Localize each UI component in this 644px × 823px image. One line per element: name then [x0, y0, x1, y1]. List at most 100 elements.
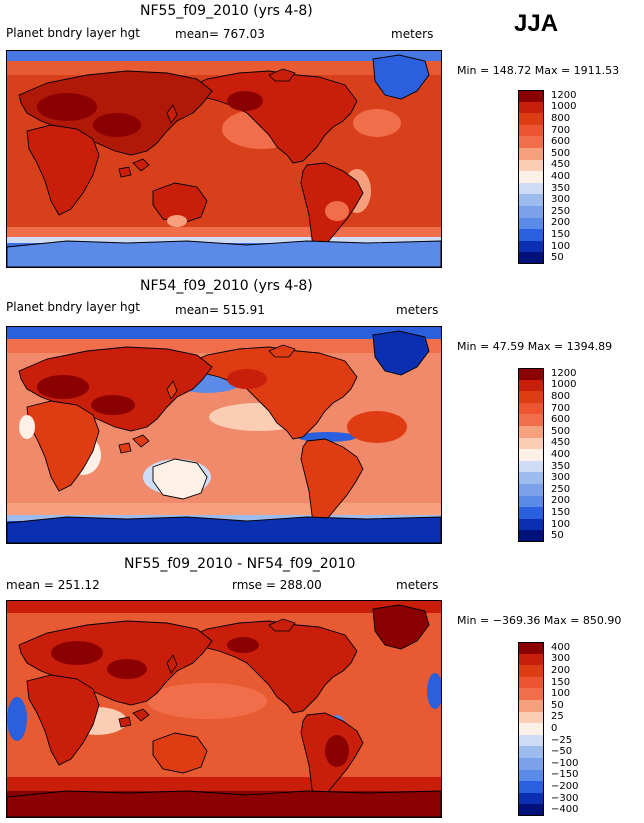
colorbar-tick-label: 150: [551, 229, 571, 240]
land-an: [7, 240, 441, 267]
colorbar-tick-label: 200: [551, 217, 571, 229]
island: [268, 344, 296, 358]
latitude-band: [7, 51, 441, 61]
colorbar-swatch: [518, 391, 544, 404]
colorbar-swatch: [518, 460, 544, 473]
colorbar-tick-label: 1000: [551, 379, 577, 391]
panel-1-minmax: Min = 148.72 Max = 1911.53: [457, 64, 620, 77]
colorbar-tick-label: −400: [551, 804, 579, 816]
land-hotspot: [51, 641, 103, 665]
colorbar-tick-label: 300: [551, 472, 571, 484]
land-au: [152, 458, 208, 500]
panel-1-variable: Planet bndry layer hgt: [6, 26, 140, 40]
panel-1-units: meters: [391, 27, 434, 41]
colorbar-tick-label: 350: [551, 460, 571, 472]
land-hotspot: [227, 91, 263, 111]
panel-3-mean: mean = 251.12: [6, 578, 100, 592]
colorbar-swatch: [518, 402, 544, 415]
colorbar-tick-label: 350: [551, 182, 571, 194]
land-hotspot: [167, 215, 187, 227]
colorbar-swatch: [518, 495, 544, 508]
colorbar-swatch: [518, 379, 544, 392]
island: [132, 434, 150, 448]
colorbar-swatch: [518, 136, 544, 149]
land-hotspot: [37, 375, 89, 399]
land-an: [7, 790, 441, 817]
panel-3-title: NF55_f09_2010 - NF54_f09_2010: [124, 556, 356, 572]
field-blob: [353, 109, 401, 137]
colorbar-tick-label: 500: [551, 147, 571, 159]
colorbar-tick-label: −100: [551, 757, 579, 769]
island: [118, 442, 132, 454]
colorbar-swatch: [518, 148, 544, 161]
colorbar-tick-label: 1000: [551, 101, 577, 113]
panel-3-map: [6, 600, 442, 818]
colorbar-tick-label: 50: [551, 252, 564, 264]
colorbar-tick-label: 700: [551, 124, 571, 136]
colorbar-tick-label: 400: [551, 171, 571, 182]
land-hotspot: [227, 637, 259, 653]
panel-2-variable: Planet bndry layer hgt: [6, 300, 140, 314]
latitude-band: [7, 61, 441, 75]
colorbar-swatch: [518, 159, 544, 172]
land-hotspot: [325, 201, 349, 221]
colorbar-swatch: [518, 804, 544, 817]
land-hotspot: [325, 735, 349, 767]
island: [118, 166, 132, 178]
colorbar-swatch: [518, 653, 544, 666]
panel-2-minmax: Min = 47.59 Max = 1394.89: [457, 340, 613, 353]
colorbar-tick-label: 50: [551, 699, 564, 711]
colorbar-tick-label: 100: [551, 240, 571, 252]
island: [268, 68, 296, 82]
colorbar-tick-label: 700: [551, 402, 571, 414]
land-gl: [372, 604, 430, 650]
land-an: [7, 516, 441, 543]
colorbar-swatch: [518, 792, 544, 805]
field-blob: [297, 432, 357, 442]
land-hotspot: [93, 113, 141, 137]
colorbar-tick-label: 1200: [551, 89, 577, 101]
latitude-band: [7, 503, 441, 515]
land-hotspot: [227, 369, 267, 389]
colorbar-swatch: [518, 758, 544, 771]
island: [166, 380, 178, 400]
colorbar-swatch: [518, 437, 544, 450]
colorbar-swatch: [518, 252, 544, 265]
colorbar-tick-label: 100: [551, 518, 571, 530]
colorbar-swatch: [518, 206, 544, 219]
colorbar-swatch: [518, 642, 544, 655]
colorbar-tick-label: 450: [551, 437, 571, 449]
colorbar-swatch: [518, 746, 544, 759]
colorbar-swatch: [518, 676, 544, 689]
colorbar-swatch: [518, 426, 544, 439]
colorbar-swatch: [518, 530, 544, 543]
panel-2-map: [6, 326, 442, 544]
land-af: [26, 124, 100, 216]
colorbar-tick-label: 0: [551, 723, 558, 734]
colorbar-swatch: [518, 665, 544, 678]
colorbar-swatch: [518, 229, 544, 242]
colorbar-swatch: [518, 700, 544, 713]
colorbar-swatch: [518, 171, 544, 184]
colorbar-tick-label: −200: [551, 781, 579, 792]
colorbar-swatch: [518, 124, 544, 137]
land-au: [152, 732, 208, 774]
colorbar-tick-label: −300: [551, 792, 579, 804]
colorbar-swatch: [518, 711, 544, 724]
colorbar-tick-label: 300: [551, 194, 571, 206]
colorbar-tick-label: 100: [551, 688, 571, 700]
land-hotspot: [107, 659, 147, 679]
land-hotspot: [91, 395, 135, 415]
colorbar-swatch: [518, 449, 544, 462]
land-af: [26, 674, 100, 766]
field-blob: [147, 683, 267, 719]
colorbar-swatch: [518, 182, 544, 195]
panel-3-rmse: rmse = 288.00: [232, 578, 322, 592]
colorbar-tick-label: 200: [551, 665, 571, 676]
colorbar-swatch: [518, 734, 544, 747]
colorbar-tick-label: 500: [551, 425, 571, 437]
colorbar-tick-label: −50: [551, 746, 573, 758]
colorbar-tick-label: 800: [551, 391, 571, 402]
colorbar-tick-label: −150: [551, 769, 579, 781]
island: [166, 654, 178, 674]
